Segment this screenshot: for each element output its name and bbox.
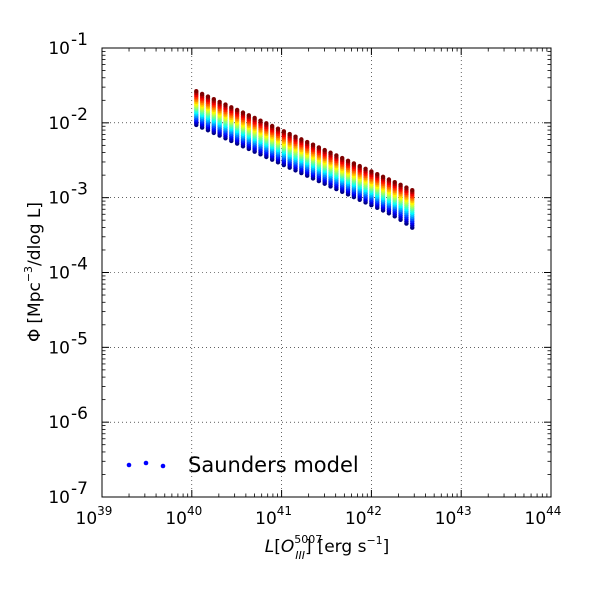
y-tick-label-exponent: -5 <box>71 329 88 349</box>
x-tick-labels: 1039 1040 1041 1042 1043 1044 <box>76 504 562 529</box>
data-point <box>240 110 246 115</box>
data-point <box>281 129 287 134</box>
x-tick-label: 1044 <box>525 504 562 529</box>
data-point <box>351 161 357 166</box>
data-point <box>340 155 345 161</box>
y-tick-label: 10 <box>48 338 70 358</box>
data-point <box>345 158 351 163</box>
data-point <box>380 174 386 180</box>
data-point <box>304 139 310 145</box>
data-point <box>199 91 205 97</box>
data-point <box>322 147 327 153</box>
data-point <box>252 115 257 121</box>
data-point <box>258 118 263 123</box>
y-tick-label-exponent: -2 <box>71 105 88 125</box>
data-point <box>275 126 281 131</box>
data-point <box>264 121 269 126</box>
data-point <box>404 185 409 190</box>
data-point <box>410 188 415 193</box>
data-point <box>205 94 211 99</box>
data-point <box>293 134 298 139</box>
data-point <box>223 102 228 107</box>
data-point <box>310 142 316 147</box>
data-point <box>211 97 216 102</box>
y-tick-label-exponent: -6 <box>71 404 88 424</box>
y-tick-label-exponent: -1 <box>71 30 88 50</box>
data-point <box>229 105 234 110</box>
y-tick-label: 10 <box>48 114 70 134</box>
y-tick-labels: 10-710-610-510-410-310-210-1 <box>48 30 88 508</box>
data-point <box>392 179 397 185</box>
legend-label: Saunders model <box>188 453 359 477</box>
y-tick-label: 10 <box>48 264 70 284</box>
y-tick-label-exponent: -3 <box>71 180 88 200</box>
x-tick-label: 1042 <box>345 504 382 529</box>
y-tick-label: 10 <box>48 413 70 433</box>
legend: Saunders model <box>126 453 359 477</box>
y-tick-label-exponent: -7 <box>71 479 88 499</box>
y-tick-label: 10 <box>48 39 70 59</box>
x-tick-label: 1039 <box>76 504 113 529</box>
data-point <box>299 137 304 142</box>
y-axis-label: Φ[Mpc−3/dlog L] <box>22 202 45 342</box>
data-point <box>334 153 339 158</box>
data-point <box>363 166 368 171</box>
y-tick-label-exponent: -4 <box>71 255 88 275</box>
legend-marker <box>160 463 166 469</box>
data-points <box>194 89 415 230</box>
data-point <box>316 145 322 150</box>
data-point <box>217 99 222 105</box>
data-point <box>234 107 240 113</box>
data-point <box>375 171 380 177</box>
data-point <box>369 169 374 174</box>
data-point <box>194 89 199 94</box>
legend-marker <box>126 462 132 468</box>
legend-marker <box>143 460 149 466</box>
data-point <box>386 177 392 182</box>
x-tick-label: 1041 <box>255 504 292 529</box>
x-tick-label: 1043 <box>435 504 472 529</box>
data-point <box>269 123 275 129</box>
x-axis-label: L[O5007 III] [erg s−1] <box>265 533 390 562</box>
data-point <box>357 163 362 169</box>
grid <box>102 48 551 497</box>
axis-ticks <box>101 47 552 498</box>
data-point <box>328 150 333 155</box>
data-point <box>287 131 292 137</box>
y-tick-label: 10 <box>48 488 70 508</box>
data-point <box>246 113 252 118</box>
x-tick-label: 1040 <box>165 504 202 529</box>
data-point <box>398 182 403 188</box>
y-tick-label: 10 <box>48 189 70 209</box>
